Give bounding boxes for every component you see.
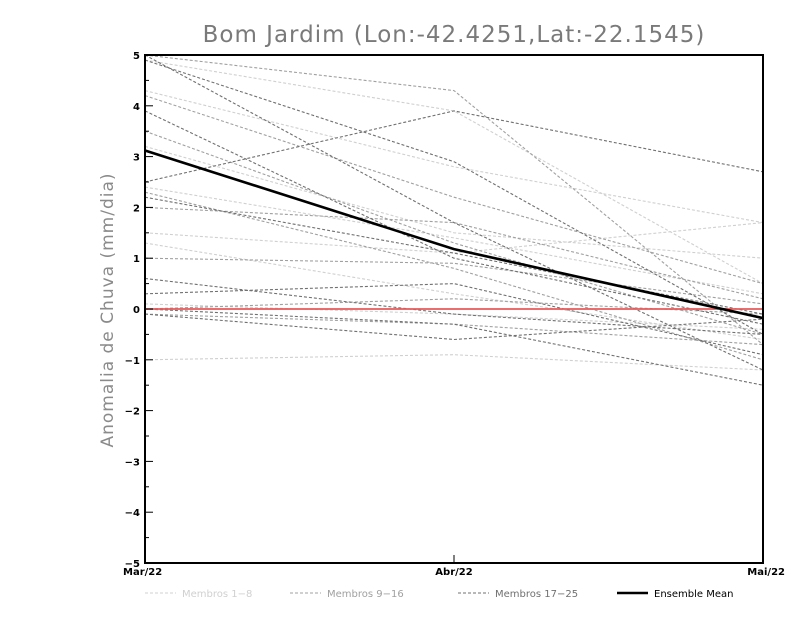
series-member-19 bbox=[145, 110, 763, 183]
series-member-3 bbox=[145, 186, 763, 295]
series-member-15 bbox=[145, 313, 763, 346]
y-tick-label: −1 bbox=[125, 356, 140, 367]
x-tick-label: Mai/22 bbox=[747, 567, 785, 578]
y-tick-label: 2 bbox=[133, 203, 140, 214]
legend-label: Ensemble Mean bbox=[654, 589, 733, 600]
y-tick-label: −3 bbox=[125, 457, 140, 468]
series-member-13 bbox=[145, 257, 763, 305]
y-tick-label: −2 bbox=[125, 407, 140, 418]
y-tick-label: 0 bbox=[133, 305, 140, 316]
y-axis-label: Anomalia de Chuva (mm/dia) bbox=[98, 172, 118, 447]
series-member-4 bbox=[145, 222, 763, 254]
legend: Membros 1−8 Membros 9−16 Membros 17−25 Ense… bbox=[145, 589, 733, 600]
series-member-21 bbox=[145, 277, 763, 335]
series-member-16 bbox=[145, 55, 763, 346]
x-tick-label: Abr/22 bbox=[435, 567, 472, 578]
y-tick-label: 5 bbox=[133, 51, 140, 62]
y-tick-label: 4 bbox=[133, 102, 140, 113]
y-tick-label: −4 bbox=[125, 508, 140, 519]
y-tick-label: 3 bbox=[133, 153, 140, 164]
series-member-24 bbox=[145, 308, 763, 386]
x-tick-label: Mar/22 bbox=[123, 567, 162, 578]
series-member-18 bbox=[145, 59, 763, 335]
legend-label: Membros 9−16 bbox=[327, 589, 404, 600]
series-member-23 bbox=[145, 313, 763, 341]
y-tick-label: −5 bbox=[125, 559, 140, 570]
series-member-9 bbox=[145, 95, 763, 285]
series-member-22 bbox=[145, 283, 763, 356]
series-member-2 bbox=[145, 145, 763, 259]
series-member-12 bbox=[145, 206, 763, 300]
series-member-6 bbox=[145, 303, 763, 330]
legend-label: Membros 17−25 bbox=[495, 589, 578, 600]
series-member-17 bbox=[145, 55, 763, 371]
series-member-14 bbox=[145, 298, 763, 315]
series-member-1 bbox=[145, 90, 763, 224]
series-ensemble-mean bbox=[145, 149, 763, 320]
series-member-7 bbox=[145, 354, 763, 371]
y-tick-label: 1 bbox=[133, 254, 140, 265]
series-layer bbox=[145, 55, 763, 386]
legend-label: Membros 1−8 bbox=[182, 589, 252, 600]
series-member-11 bbox=[145, 191, 763, 361]
chart-title: Bom Jardim (Lon:-42.4251,Lat:-22.1545) bbox=[203, 22, 706, 48]
series-member-25 bbox=[145, 110, 763, 325]
ticks-layer: −5 −4 −3 −2 −1 0 1 2 3 4 5 Mar/22 Abr/22 Mai/22 bbox=[123, 51, 785, 578]
